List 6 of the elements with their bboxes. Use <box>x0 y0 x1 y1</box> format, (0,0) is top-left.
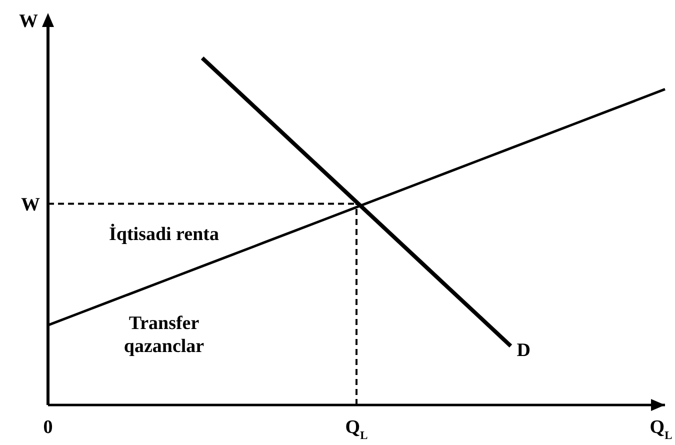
y-axis-title: W <box>19 11 38 32</box>
ref-line-label: W <box>21 194 40 216</box>
annotation: İqtisadi renta <box>109 223 220 245</box>
series-label: D <box>516 340 530 362</box>
x-tick-label: 0 <box>43 417 53 438</box>
annotation: Transfer qazanclar <box>124 313 205 357</box>
